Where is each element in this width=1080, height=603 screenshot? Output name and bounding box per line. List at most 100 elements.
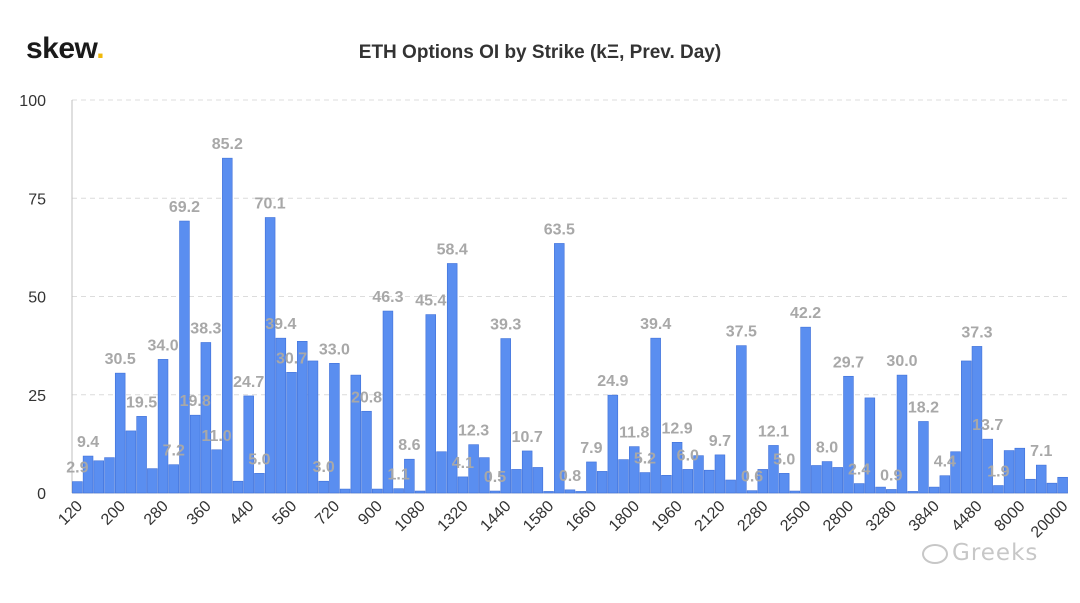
data-label: 12.9 bbox=[662, 420, 693, 437]
bar bbox=[125, 430, 137, 494]
x-tick-label: 560 bbox=[269, 498, 300, 529]
y-tick-label: 75 bbox=[28, 191, 46, 208]
bar bbox=[93, 460, 105, 494]
x-tick-label: 1080 bbox=[392, 498, 429, 535]
bar bbox=[521, 450, 533, 494]
bar bbox=[511, 469, 522, 494]
data-label: 8.6 bbox=[398, 437, 420, 454]
data-label: 4.1 bbox=[452, 455, 474, 472]
data-label: 20.8 bbox=[351, 389, 382, 406]
x-tick-label: 200 bbox=[98, 498, 129, 529]
bar bbox=[1057, 476, 1068, 494]
data-label: 39.4 bbox=[640, 316, 671, 333]
bar bbox=[1046, 482, 1058, 494]
y-tick-label: 100 bbox=[19, 93, 46, 110]
bar bbox=[350, 374, 362, 494]
bar bbox=[393, 488, 404, 494]
bar bbox=[157, 359, 169, 494]
x-tick-label: 720 bbox=[312, 498, 343, 529]
bar bbox=[114, 372, 126, 494]
x-tick-label: 1580 bbox=[520, 498, 557, 535]
data-label: 2.9 bbox=[66, 460, 88, 477]
bar bbox=[896, 374, 908, 494]
bar bbox=[168, 464, 179, 494]
data-label: 29.7 bbox=[833, 354, 864, 371]
data-label: 13.7 bbox=[972, 417, 1003, 434]
data-label: 30.5 bbox=[105, 351, 136, 368]
data-label: 33.0 bbox=[319, 341, 350, 358]
data-label: 46.3 bbox=[372, 289, 403, 306]
bar bbox=[275, 337, 287, 494]
bar bbox=[554, 243, 565, 494]
bar bbox=[736, 345, 747, 494]
bar bbox=[714, 454, 726, 494]
bar bbox=[82, 455, 94, 494]
data-label: 85.2 bbox=[212, 136, 243, 153]
data-label: 9.7 bbox=[709, 433, 731, 450]
bar bbox=[768, 445, 779, 494]
bar bbox=[575, 491, 586, 494]
bar bbox=[468, 444, 479, 494]
data-label: 24.9 bbox=[597, 373, 628, 390]
bar bbox=[318, 480, 329, 494]
bar bbox=[993, 485, 1004, 494]
bar bbox=[778, 473, 790, 494]
bar bbox=[414, 490, 426, 494]
data-label: 5.2 bbox=[634, 451, 656, 468]
data-label: 10.7 bbox=[512, 429, 543, 446]
bar bbox=[639, 472, 651, 494]
bar bbox=[339, 488, 351, 494]
data-label: 12.1 bbox=[758, 423, 789, 440]
bar bbox=[703, 469, 715, 494]
data-label: 42.2 bbox=[790, 305, 821, 322]
x-tick-label: 1660 bbox=[563, 498, 600, 535]
bar bbox=[928, 486, 940, 494]
data-label: 37.5 bbox=[726, 324, 757, 341]
data-label: 1.9 bbox=[987, 464, 1009, 481]
watermark-text: Greeks bbox=[952, 540, 1039, 566]
data-label: 19.5 bbox=[126, 394, 157, 411]
bar bbox=[832, 467, 843, 494]
bar bbox=[436, 451, 447, 494]
bar bbox=[950, 451, 961, 494]
data-label: 5.0 bbox=[248, 451, 270, 468]
bar bbox=[682, 469, 694, 494]
data-label: 37.3 bbox=[961, 324, 992, 341]
bar bbox=[564, 489, 576, 494]
x-tick-label: 2500 bbox=[777, 498, 814, 535]
bar bbox=[971, 346, 983, 494]
data-label: 19.8 bbox=[180, 393, 211, 410]
bar bbox=[211, 449, 222, 494]
bar bbox=[821, 461, 833, 494]
logo-text: skew bbox=[26, 32, 97, 65]
bar bbox=[297, 341, 308, 494]
data-label: 34.0 bbox=[147, 337, 178, 354]
y-tick-label: 0 bbox=[37, 486, 46, 503]
data-label: 70.1 bbox=[255, 196, 286, 213]
data-label: 7.9 bbox=[580, 440, 602, 457]
x-tick-label: 20000 bbox=[1028, 498, 1072, 542]
bar bbox=[853, 483, 865, 494]
data-label: 4.4 bbox=[934, 454, 956, 471]
bar bbox=[1025, 478, 1036, 494]
bar bbox=[596, 471, 608, 494]
bar bbox=[543, 491, 554, 494]
bar bbox=[918, 421, 929, 494]
data-label: 45.4 bbox=[415, 293, 446, 310]
data-label: 0.6 bbox=[741, 469, 763, 486]
bar bbox=[629, 446, 640, 494]
x-tick-label: 2280 bbox=[734, 498, 771, 535]
bar bbox=[479, 457, 490, 494]
bar bbox=[800, 326, 811, 494]
x-tick-label: 4480 bbox=[949, 498, 986, 535]
bar bbox=[886, 489, 897, 494]
bar bbox=[982, 438, 993, 494]
bar bbox=[843, 375, 854, 494]
bar bbox=[618, 459, 629, 494]
bar bbox=[254, 473, 265, 494]
bar bbox=[404, 458, 415, 494]
bar bbox=[907, 491, 918, 494]
bar bbox=[200, 342, 212, 494]
data-label: 38.3 bbox=[190, 320, 221, 337]
